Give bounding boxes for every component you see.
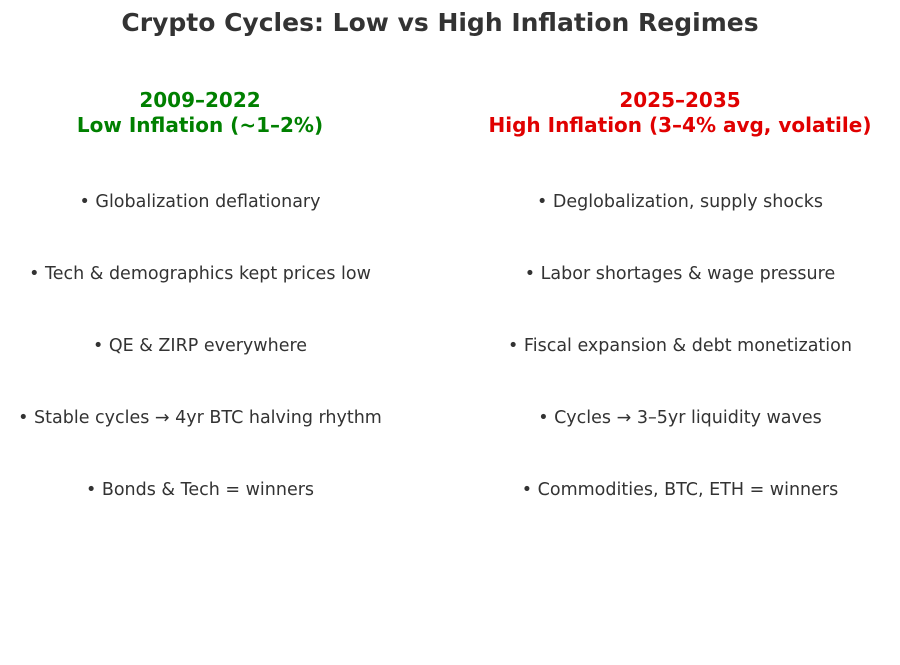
low-inflation-bullet: • Globalization deflationary [79, 192, 321, 212]
high-inflation-bullet-list: • Deglobalization, supply shocks • Labor… [460, 190, 900, 550]
high-inflation-bullet: • Labor shortages & wage pressure [524, 264, 836, 284]
low-inflation-regime: Low Inflation (~1–2%) [76, 113, 324, 137]
high-inflation-bullet: • Deglobalization, supply shocks [537, 192, 823, 212]
high-inflation-years: 2025–2035 [619, 88, 741, 112]
low-inflation-bullet-list: • Globalization deflationary • Tech & de… [0, 190, 400, 550]
high-inflation-regime: High Inflation (3–4% avg, volatile) [488, 113, 872, 137]
low-inflation-years: 2009–2022 [139, 88, 261, 112]
low-inflation-bullet: • Stable cycles → 4yr BTC halving rhythm [18, 408, 382, 428]
high-inflation-header: 2025–2035 High Inflation (3–4% avg, vola… [460, 88, 900, 138]
low-inflation-bullet: • Bonds & Tech = winners [85, 480, 315, 500]
low-inflation-bullet: • QE & ZIRP everywhere [92, 336, 308, 356]
low-inflation-header: 2009–2022 Low Inflation (~1–2%) [0, 88, 400, 138]
low-inflation-bullet: • Tech & demographics kept prices low [29, 264, 371, 284]
high-inflation-column: 2025–2035 High Inflation (3–4% avg, vola… [460, 88, 900, 500]
high-inflation-bullet: • Fiscal expansion & debt monetization [508, 336, 852, 356]
page-title: Crypto Cycles: Low vs High Inflation Reg… [121, 8, 759, 37]
high-inflation-bullet: • Commodities, BTC, ETH = winners [521, 480, 839, 500]
low-inflation-column: 2009–2022 Low Inflation (~1–2%) • Global… [0, 88, 400, 500]
high-inflation-bullet: • Cycles → 3–5yr liquidity waves [538, 408, 822, 428]
